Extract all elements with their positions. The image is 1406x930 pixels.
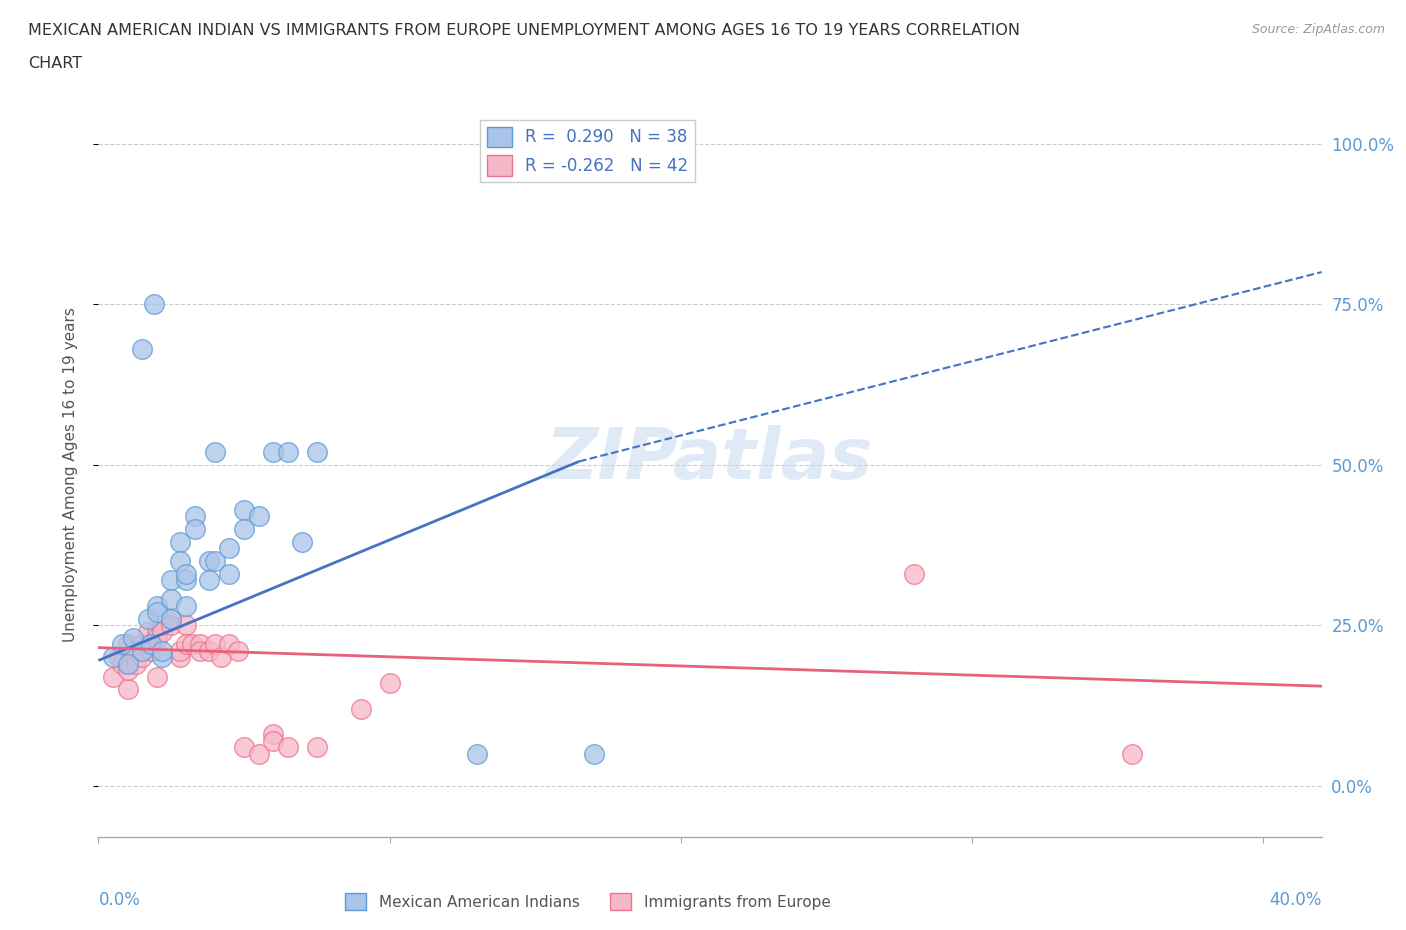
Point [145,669,167,684]
Point [174,618,197,632]
Point [465,746,488,761]
Point [262,727,284,742]
Point [122,631,145,645]
Y-axis label: Unemployment Among Ages 16 to 19 years: Unemployment Among Ages 16 to 19 years [63,307,77,642]
Point [101,669,124,684]
Point [117,682,139,697]
Point [169,553,191,568]
Point [226,644,249,658]
Point [174,637,197,652]
Point [169,644,191,658]
Point [152,618,174,632]
Point [247,509,270,524]
Point [139,637,162,652]
Legend: Mexican American Indians, Immigrants from Europe: Mexican American Indians, Immigrants fro… [339,886,837,916]
Text: CHART: CHART [28,56,82,71]
Point [136,624,159,639]
Text: MEXICAN AMERICAN INDIAN VS IMMIGRANTS FROM EUROPE UNEMPLOYMENT AMONG AGES 16 TO : MEXICAN AMERICAN INDIAN VS IMMIGRANTS FR… [28,23,1021,38]
Point [125,657,148,671]
Point [233,739,256,754]
Point [198,553,221,568]
Point [160,573,183,588]
Point [139,644,162,658]
Point [305,445,328,459]
Point [174,573,197,588]
Point [122,644,145,658]
Point [145,604,167,619]
Point [188,644,212,658]
Point [204,445,226,459]
Point [101,650,124,665]
Point [145,624,167,639]
Point [131,637,153,652]
Point [218,540,240,555]
Point [145,631,167,645]
Point [218,637,240,652]
Point [160,611,183,626]
Point [180,637,202,652]
Point [582,746,605,761]
Point [131,341,153,356]
Point [1121,746,1143,761]
Point [291,534,314,549]
Point [169,650,191,665]
Point [218,566,240,581]
Point [277,445,299,459]
Point [145,599,167,614]
Point [198,644,221,658]
Point [131,650,153,665]
Point [233,502,256,517]
Point [139,637,162,652]
Point [198,573,221,588]
Point [262,445,284,459]
Point [262,733,284,748]
Point [111,637,134,652]
Point [160,592,183,607]
Point [152,624,174,639]
Point [117,663,139,678]
Point [136,611,159,626]
Point [233,522,256,537]
Point [108,650,131,665]
Point [152,644,174,658]
Text: Source: ZipAtlas.com: Source: ZipAtlas.com [1251,23,1385,36]
Point [169,534,191,549]
Point [117,657,139,671]
Text: ZIPatlas: ZIPatlas [547,425,873,494]
Point [378,675,401,690]
Point [305,739,328,754]
Point [188,637,212,652]
Text: 40.0%: 40.0% [1270,891,1322,910]
Point [174,599,197,614]
Point [174,566,197,581]
Point [204,553,226,568]
Point [247,746,270,761]
Point [903,566,925,581]
Point [349,701,371,716]
Point [131,644,153,658]
Point [160,611,183,626]
Point [111,657,134,671]
Point [209,650,232,665]
Point [183,522,205,537]
Point [152,650,174,665]
Point [183,509,205,524]
Point [160,618,183,632]
Point [142,297,165,312]
Point [204,637,226,652]
Point [277,739,299,754]
Text: 0.0%: 0.0% [98,891,141,910]
Point [117,637,139,652]
